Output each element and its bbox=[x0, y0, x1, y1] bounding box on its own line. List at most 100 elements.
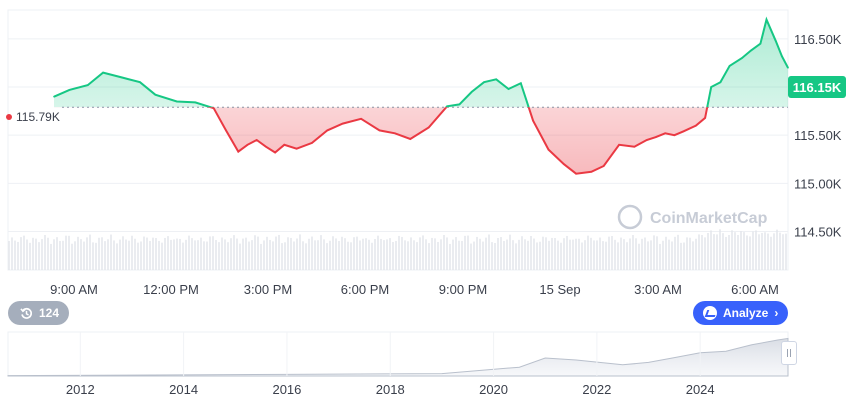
range-navigator[interactable] bbox=[7, 331, 789, 377]
volume-bar bbox=[227, 242, 229, 270]
volume-bar bbox=[626, 242, 628, 270]
volume-bar bbox=[389, 238, 391, 270]
volume-bar bbox=[515, 243, 517, 270]
volume-bar bbox=[494, 243, 496, 270]
volume-bar bbox=[29, 242, 31, 270]
volume-bar bbox=[59, 240, 61, 270]
volume-bar bbox=[425, 239, 427, 270]
volume-bar bbox=[302, 241, 304, 270]
volume-bar bbox=[770, 236, 772, 270]
volume-bar bbox=[386, 239, 388, 270]
data-point bbox=[781, 55, 783, 58]
volume-bar bbox=[767, 233, 769, 270]
data-point bbox=[409, 138, 412, 140]
y-tick-label: 116.50K bbox=[794, 32, 842, 47]
data-point bbox=[295, 147, 298, 150]
data-point bbox=[765, 18, 768, 21]
volume-bar bbox=[695, 238, 697, 270]
volume-bar bbox=[107, 239, 109, 270]
data-point bbox=[225, 129, 227, 132]
volume-bar bbox=[293, 241, 295, 270]
volume-bar bbox=[629, 238, 631, 270]
volume-bar bbox=[320, 235, 322, 270]
volume-bar bbox=[200, 237, 202, 270]
data-point bbox=[483, 81, 485, 84]
volume-bar bbox=[713, 234, 715, 270]
volume-bar bbox=[524, 239, 526, 270]
volume-bar bbox=[446, 237, 448, 270]
volume-bar bbox=[458, 240, 460, 270]
volume-bar bbox=[296, 238, 298, 270]
volume-bar bbox=[53, 239, 55, 270]
volume-bar bbox=[593, 240, 595, 270]
x-tick-label: 12:00 PM bbox=[143, 282, 199, 297]
range-handle[interactable] bbox=[781, 341, 797, 365]
data-point bbox=[283, 144, 286, 146]
volume-bar bbox=[488, 234, 490, 270]
data-point bbox=[53, 95, 55, 98]
volume-bar bbox=[509, 234, 511, 270]
volume-bar bbox=[260, 243, 262, 270]
navigator-tick-label: 2012 bbox=[66, 382, 95, 397]
data-point bbox=[682, 130, 685, 133]
data-point bbox=[645, 139, 648, 141]
data-point bbox=[102, 71, 104, 74]
volume-bar bbox=[752, 231, 754, 270]
volume-bar bbox=[122, 236, 124, 270]
volume-bar bbox=[239, 243, 241, 270]
y-tick-label: 115.50K bbox=[794, 128, 842, 143]
volume-bar bbox=[338, 240, 340, 270]
volume-bar bbox=[434, 238, 436, 270]
volume-bar bbox=[191, 238, 193, 270]
volume-bar bbox=[95, 242, 97, 270]
data-point bbox=[719, 81, 722, 84]
volume-bar bbox=[77, 236, 79, 270]
navigator-tick-label: 2018 bbox=[376, 382, 405, 397]
volume-bar bbox=[680, 242, 682, 270]
volume-bars bbox=[8, 229, 787, 270]
volume-bar bbox=[80, 239, 82, 270]
volume-bar bbox=[614, 239, 616, 270]
data-point bbox=[311, 142, 313, 144]
volume-bar bbox=[92, 242, 94, 270]
volume-bar bbox=[761, 232, 763, 270]
data-point bbox=[759, 42, 762, 45]
volume-bar bbox=[83, 241, 85, 270]
data-point bbox=[120, 76, 123, 79]
volume-bar bbox=[278, 234, 280, 270]
volume-bar bbox=[728, 234, 730, 270]
volume-bar bbox=[701, 235, 703, 270]
history-button[interactable]: 124 bbox=[8, 301, 70, 325]
data-point bbox=[326, 129, 329, 132]
data-point bbox=[246, 144, 249, 146]
analyze-button[interactable]: Analyze › bbox=[693, 301, 789, 325]
volume-bar bbox=[575, 238, 577, 270]
volume-bar bbox=[185, 239, 187, 270]
volume-bar bbox=[743, 232, 745, 270]
volume-bar bbox=[128, 240, 130, 270]
volume-bar bbox=[263, 240, 265, 270]
volume-bar bbox=[164, 237, 166, 270]
watermark-text: CoinMarketCap bbox=[650, 210, 768, 227]
volume-bar bbox=[500, 237, 502, 270]
volume-bar bbox=[17, 241, 19, 270]
volume-bar bbox=[272, 241, 274, 270]
x-tick-label: 3:00 PM bbox=[244, 282, 292, 297]
volume-bar bbox=[89, 234, 91, 270]
y-tick-label: 115.00K bbox=[794, 176, 842, 191]
volume-bar bbox=[620, 237, 622, 270]
volume-bar bbox=[653, 235, 655, 270]
volume-bar bbox=[179, 238, 181, 270]
volume-bar bbox=[353, 237, 355, 270]
data-point bbox=[618, 144, 620, 146]
volume-bar bbox=[710, 230, 712, 270]
data-point bbox=[704, 117, 706, 119]
data-point bbox=[590, 170, 593, 173]
volume-bar bbox=[659, 243, 661, 270]
grid-lines bbox=[7, 9, 789, 271]
navigator-tick-label: 2014 bbox=[169, 382, 198, 397]
volume-bar bbox=[356, 236, 358, 270]
volume-bar bbox=[11, 237, 13, 270]
data-point bbox=[664, 132, 666, 135]
